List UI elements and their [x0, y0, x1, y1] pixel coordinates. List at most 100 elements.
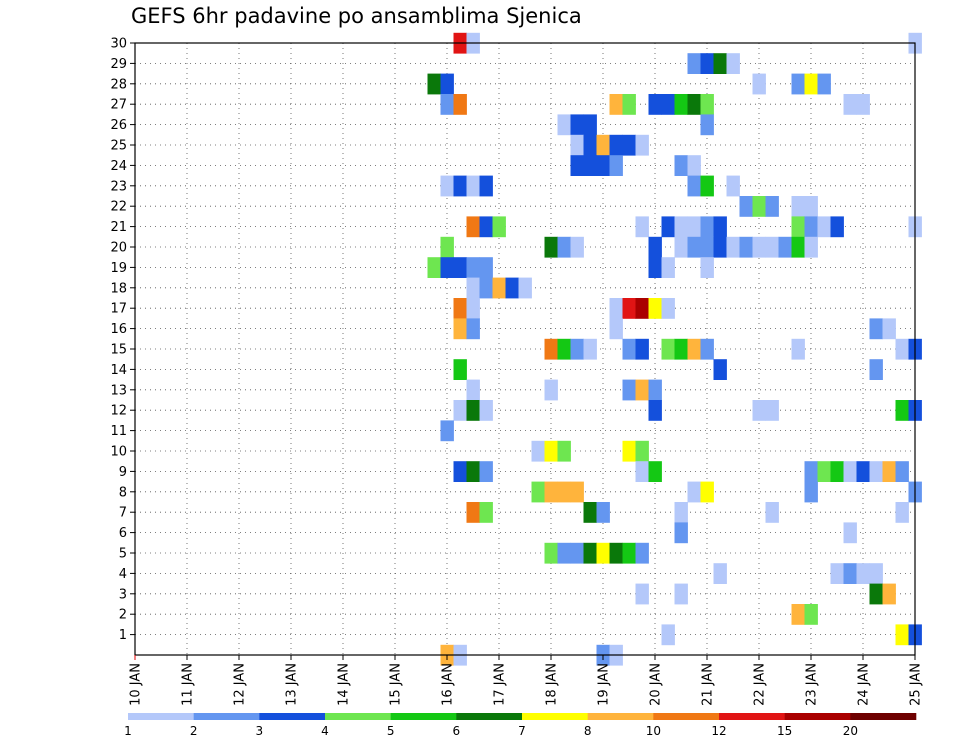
- heatmap-cell: [544, 481, 558, 503]
- heatmap-cell: [453, 257, 467, 278]
- heatmap-cell: [453, 461, 467, 482]
- colorbar-layer: 1 2 3 4 5 6 7 8 10 12 15 20: [124, 713, 917, 738]
- heatmap-cell: [791, 216, 805, 238]
- heatmap-cell: [765, 502, 779, 523]
- y-tick-label: 8: [119, 485, 127, 500]
- heatmap-cell: [791, 604, 805, 625]
- heatmap-cell: [700, 481, 714, 503]
- heatmap-cell: [622, 94, 636, 115]
- heatmap-cell: [713, 236, 727, 258]
- heatmap-cell: [700, 175, 714, 197]
- heatmap-cell: [674, 338, 688, 360]
- x-tick-label: 22 JAN: [753, 663, 768, 706]
- y-tick-label: 29: [110, 57, 127, 72]
- heatmap-cell: [609, 134, 623, 156]
- heatmap-cell: [713, 359, 727, 380]
- x-tick-label: 21 JAN: [701, 663, 716, 706]
- heatmap-cell: [635, 338, 649, 360]
- y-tick-label: 28: [110, 77, 127, 92]
- heatmap-cell: [817, 73, 831, 95]
- heatmap-cell: [661, 298, 675, 319]
- heatmap-cell: [544, 236, 558, 258]
- heatmap-cell: [570, 236, 584, 258]
- heatmap-cell: [765, 196, 779, 217]
- colorbar-label: 3: [256, 724, 264, 738]
- heatmap-cell: [830, 563, 844, 584]
- heatmap-cell: [817, 216, 831, 238]
- colorbar-segment: [850, 713, 917, 720]
- heatmap-cell: [674, 94, 688, 115]
- heatmap-cell: [453, 175, 467, 197]
- heatmap-cell: [544, 338, 558, 360]
- heatmap-cell: [661, 216, 675, 238]
- heatmap-cell: [648, 94, 662, 115]
- heatmap-cell: [453, 298, 467, 319]
- y-tick-label: 12: [110, 404, 127, 419]
- heatmap-cell: [492, 216, 506, 238]
- heatmap-cell: [713, 216, 727, 238]
- y-tick-label: 27: [110, 98, 127, 113]
- heatmap-cell: [648, 236, 662, 258]
- heatmap-cell: [648, 400, 662, 421]
- heatmap-cell: [726, 236, 740, 258]
- heatmap-cell: [557, 338, 571, 360]
- heatmap-cell: [791, 338, 805, 360]
- heatmap-cell: [453, 359, 467, 380]
- y-tick-label: 15: [110, 343, 127, 358]
- heatmap-cell: [622, 338, 636, 360]
- heatmap-cell: [609, 542, 623, 564]
- x-tick-label: 13 JAN: [285, 663, 300, 706]
- heatmap-cell: [739, 236, 753, 258]
- heatmap-cell: [674, 583, 688, 605]
- heatmap-cell: [570, 134, 584, 156]
- colorbar-label: 4: [321, 724, 329, 738]
- colorbar-segment: [456, 713, 523, 720]
- heatmap-cell: [570, 481, 584, 503]
- heatmap-cell: [609, 298, 623, 319]
- heatmap-cell: [622, 542, 636, 564]
- heatmap-cell: [869, 461, 883, 482]
- colorbar-segment: [193, 713, 260, 720]
- x-tick-label: 12 JAN: [233, 663, 248, 706]
- heatmap-cell: [453, 318, 467, 340]
- y-tick-label: 4: [119, 567, 127, 582]
- heatmap-cell: [544, 379, 558, 401]
- heatmap-cell: [661, 624, 675, 646]
- heatmap-cell: [440, 94, 454, 115]
- heatmap-cell: [648, 379, 662, 401]
- heatmap-cell: [856, 563, 870, 584]
- heatmap-cell: [635, 461, 649, 482]
- heatmap-cell: [635, 298, 649, 319]
- heatmap-cell: [518, 277, 532, 299]
- heatmap-cell: [674, 216, 688, 238]
- heatmap-cell: [674, 522, 688, 544]
- chart-title: GEFS 6hr padavine po ansamblima Sjenica: [131, 4, 582, 28]
- heatmap-cell: [739, 196, 753, 217]
- x-tick-label: 24 JAN: [857, 663, 872, 706]
- y-tick-label: 7: [119, 506, 127, 521]
- heatmap-cell: [687, 175, 701, 197]
- colorbar-label: 1: [124, 724, 132, 738]
- heatmap-cell: [570, 114, 584, 136]
- y-tick-label: 26: [110, 118, 127, 133]
- y-tick-label: 1: [119, 628, 127, 643]
- heatmap-cell: [843, 461, 857, 482]
- heatmap-cell: [830, 216, 844, 238]
- heatmap-cell: [609, 94, 623, 115]
- heatmap-cell: [635, 440, 649, 462]
- colorbar-label: 6: [453, 724, 461, 738]
- heatmap-cell: [895, 502, 909, 523]
- heatmap-cell: [427, 257, 441, 278]
- heatmap-cell: [635, 379, 649, 401]
- heatmap-cell: [752, 236, 766, 258]
- heatmap-cell: [765, 236, 779, 258]
- x-tick-label: 15 JAN: [389, 663, 404, 706]
- heatmap-cell: [583, 134, 597, 156]
- heatmap-cell: [700, 257, 714, 278]
- colorbar-segment: [128, 713, 194, 720]
- heatmap-cell: [869, 318, 883, 340]
- heatmap-cell: [635, 542, 649, 564]
- heatmap-cell: [895, 338, 909, 360]
- heatmap-cell: [856, 94, 870, 115]
